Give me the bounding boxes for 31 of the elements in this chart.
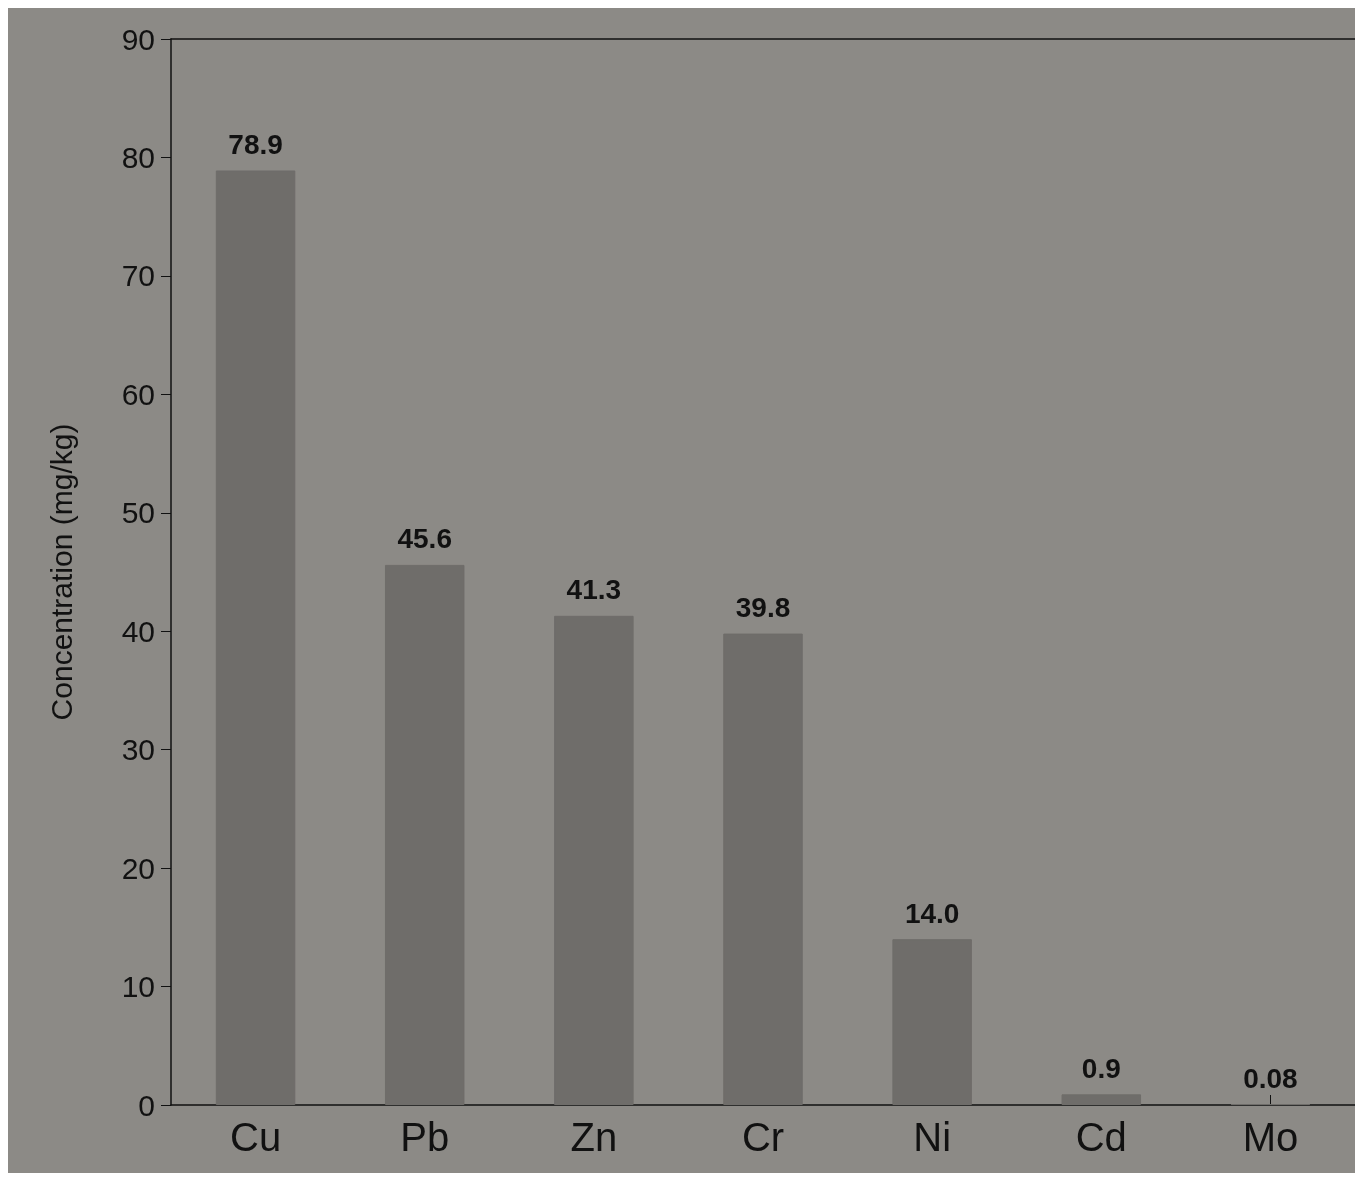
- data-label: 78.9: [228, 128, 283, 160]
- y-tick-label: 90: [121, 22, 155, 56]
- x-tick-label: Cr: [741, 1115, 785, 1159]
- y-tick-label: 70: [121, 259, 155, 293]
- bar: [554, 615, 634, 1105]
- x-tick-label: Zn: [570, 1115, 618, 1159]
- data-label: 45.6: [397, 523, 452, 555]
- x-tick-label: Mo: [1242, 1115, 1299, 1159]
- y-tick-label: 40: [121, 614, 155, 648]
- bar: [384, 564, 465, 1105]
- y-tick-label: 0: [138, 1088, 155, 1122]
- y-axis-title: Concentration (mg/kg): [44, 423, 78, 721]
- y-tick-label: 10: [121, 970, 155, 1004]
- x-tick-label: Ni: [913, 1115, 952, 1159]
- y-tick-label: 80: [121, 140, 155, 174]
- y-tick-label: 60: [121, 377, 155, 411]
- bar: [1061, 1094, 1142, 1105]
- bar: [723, 633, 803, 1105]
- y-tick-label: 20: [121, 851, 155, 885]
- data-label: 14.0: [904, 897, 960, 929]
- data-label: 39.8: [735, 592, 791, 624]
- data-label: 0.08: [1243, 1062, 1298, 1094]
- bar: [215, 170, 296, 1105]
- bar: [892, 939, 972, 1105]
- x-tick-label: Cu: [230, 1115, 282, 1159]
- data-label: 41.3: [566, 574, 622, 606]
- y-tick-label: 50: [121, 496, 155, 530]
- x-tick-label: Pb: [400, 1115, 450, 1159]
- x-tick-label: Cd: [1075, 1115, 1127, 1159]
- data-label: 0.9: [1081, 1052, 1121, 1084]
- y-tick-label: 30: [121, 733, 155, 767]
